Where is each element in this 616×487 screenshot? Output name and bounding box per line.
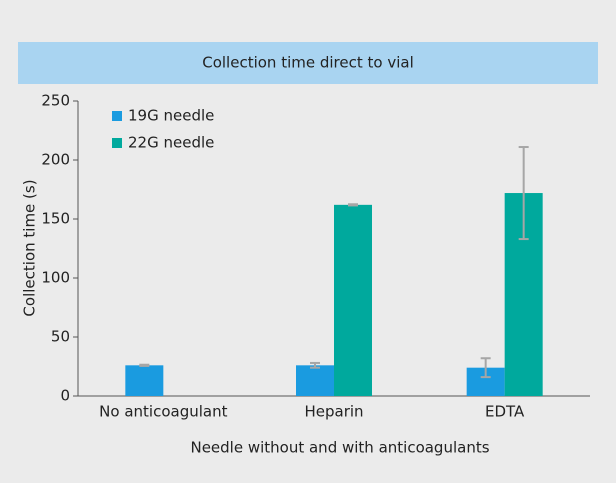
y-tick-label: 250 — [41, 92, 70, 110]
y-tick-label: 200 — [41, 151, 70, 169]
y-tick-label: 100 — [41, 269, 70, 287]
y-axis-label: Collection time (s) — [21, 179, 39, 316]
chart-title: Collection time direct to vial — [202, 54, 414, 72]
y-tick-label: 50 — [51, 328, 70, 346]
y-tick-label: 150 — [41, 210, 70, 228]
legend-label: 19G needle — [128, 107, 214, 125]
legend-label: 22G needle — [128, 134, 214, 152]
bar — [296, 365, 334, 396]
legend-swatch — [112, 138, 122, 148]
title-band — [18, 42, 598, 84]
x-tick-label: Heparin — [304, 403, 363, 421]
x-tick-label: No anticoagulant — [99, 403, 227, 421]
bar — [334, 204, 372, 396]
bar — [125, 365, 164, 396]
legend-swatch — [112, 111, 122, 121]
x-tick-label: EDTA — [485, 403, 525, 421]
x-axis-label: Needle without and with anticoagulants — [190, 439, 489, 457]
y-tick-label: 0 — [60, 387, 70, 405]
